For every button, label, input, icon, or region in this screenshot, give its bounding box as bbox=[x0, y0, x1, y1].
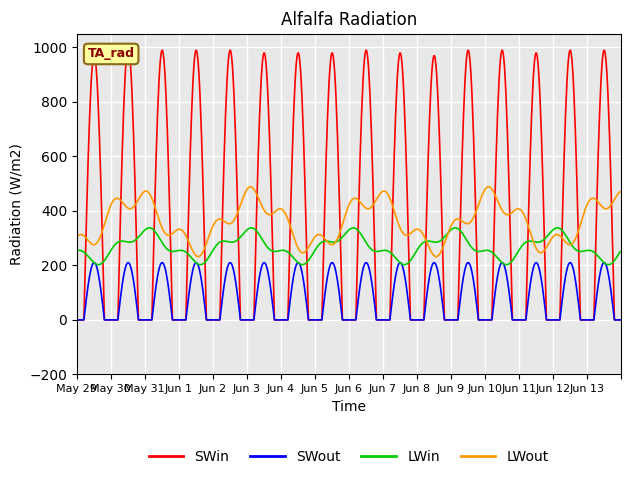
Title: Alfalfa Radiation: Alfalfa Radiation bbox=[281, 11, 417, 29]
Y-axis label: Radiation (W/m2): Radiation (W/m2) bbox=[10, 143, 24, 265]
Text: TA_rad: TA_rad bbox=[88, 48, 134, 60]
Legend: SWin, SWout, LWin, LWout: SWin, SWout, LWin, LWout bbox=[143, 444, 554, 470]
X-axis label: Time: Time bbox=[332, 400, 366, 414]
